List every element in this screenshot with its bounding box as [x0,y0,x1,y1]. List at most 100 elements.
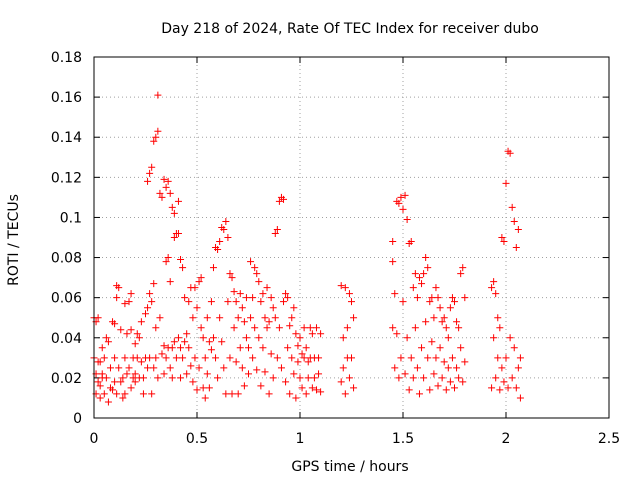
data-point [296,334,304,342]
data-point [154,374,162,382]
data-point [193,304,201,312]
data-point [415,390,423,398]
data-point [403,334,411,342]
data-point [430,314,438,322]
data-point [96,394,104,402]
data-point [117,326,125,334]
data-point [395,374,403,382]
data-point [232,298,240,306]
data-point [183,330,191,338]
data-point [245,344,252,352]
data-point [247,258,255,266]
data-point [290,370,298,378]
data-point [290,304,298,312]
data-point [113,294,121,302]
data-point [137,358,145,366]
data-point [94,378,102,386]
data-point [257,298,265,306]
data-point [401,370,409,378]
data-point [137,318,145,326]
x-tick-label: 2 [502,431,511,447]
data-point [201,394,209,402]
data-point [436,344,444,352]
data-point [304,358,312,366]
data-point [183,370,191,378]
data-point [135,334,143,342]
data-point [111,320,119,328]
data-point [506,334,514,342]
data-point [424,354,432,362]
data-point [397,354,405,362]
data-point [399,298,407,306]
data-point [205,384,213,392]
data-point [348,354,355,362]
data-point [389,324,397,332]
data-point [222,390,230,398]
data-point [189,378,197,386]
data-point [490,278,498,286]
data-point [156,314,164,322]
data-point [434,294,442,302]
data-point [164,177,172,185]
data-point [428,294,436,302]
data-point [251,324,259,332]
data-point [341,284,349,292]
data-point [397,193,405,201]
x-tick-label: 0 [90,431,99,447]
data-point [271,314,279,322]
data-point [98,344,106,352]
data-point [508,374,516,382]
data-point [455,324,463,332]
data-point [127,384,135,392]
data-point [189,314,197,322]
data-point [104,398,112,406]
data-point [420,270,428,278]
data-point [459,264,467,272]
data-point [172,354,180,362]
data-point [442,386,450,394]
data-point [240,382,248,390]
y-axis-label: ROTI / TECUs [6,194,22,286]
data-point [174,229,182,237]
data-point [292,394,300,402]
data-point [144,177,152,185]
data-point [488,284,496,292]
y-tick-label: 0.04 [51,331,82,347]
data-point [395,199,403,207]
data-point [350,314,358,322]
data-point [104,338,112,346]
data-point [177,344,185,352]
y-tick-label: 0.18 [51,50,82,66]
data-point [228,390,236,398]
data-point [288,354,296,362]
data-point [218,338,226,346]
data-point [115,284,123,292]
data-point [430,370,438,378]
data-point [498,364,506,372]
data-point [203,370,211,378]
data-point [302,344,310,352]
data-point [294,358,302,366]
data-point [510,217,518,225]
data-point [156,189,164,197]
data-point [121,300,129,308]
data-point [115,364,123,372]
data-point [146,169,154,177]
data-point [446,304,454,312]
data-point [160,370,168,378]
data-point [432,354,440,362]
data-point [496,324,504,332]
data-point [444,334,452,342]
data-point [259,290,267,298]
data-point [121,390,129,398]
data-point [267,350,275,358]
data-point [166,364,174,372]
data-point [234,314,242,322]
data-point [516,394,524,402]
data-point [510,344,518,352]
data-point [205,338,213,346]
data-point [451,384,458,392]
data-point [315,354,323,362]
data-point [426,298,434,306]
